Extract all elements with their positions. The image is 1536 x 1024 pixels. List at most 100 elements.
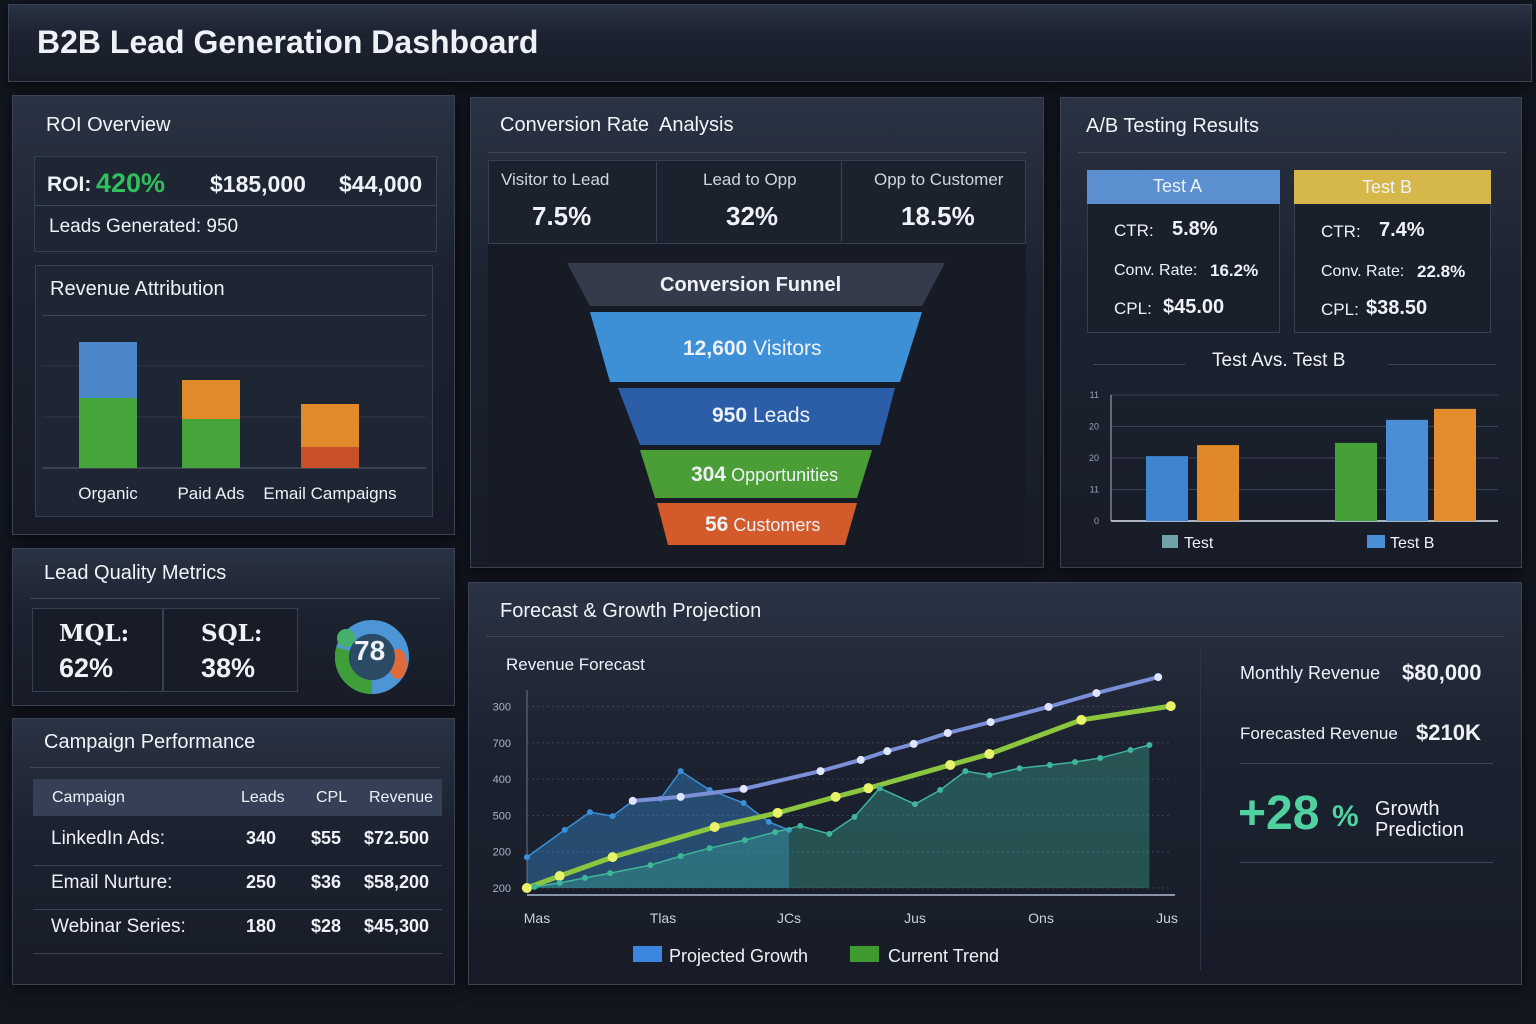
y-tick-label: 300: [493, 702, 511, 714]
funnel-stage-opportunities: [640, 450, 872, 498]
attribution-category-label: Organic: [78, 484, 138, 503]
data-point: [1154, 673, 1163, 682]
test-b-ctr-label: CTR:: [1321, 222, 1361, 241]
data-point: [561, 826, 568, 833]
data-point: [863, 783, 874, 794]
conversion-title: Conversion Rate Analysis: [500, 114, 734, 136]
forecast-panel: [468, 582, 1522, 985]
data-point: [586, 809, 593, 816]
roi-value: 420%: [96, 168, 166, 198]
area-fill: [534, 744, 1150, 888]
data-point: [856, 755, 865, 764]
legend-label: Current Trend: [888, 946, 999, 966]
data-point: [826, 830, 833, 837]
test-a-header: [1087, 170, 1280, 204]
forecasted-revenue-value: $210K: [1416, 720, 1481, 745]
data-point: [943, 728, 952, 737]
page-title: B2B Lead Generation Dashboard: [37, 24, 539, 60]
y-tick-label: 500: [493, 810, 511, 822]
data-point: [628, 796, 637, 805]
col-leads: Leads: [241, 789, 285, 806]
data-point: [676, 792, 685, 801]
stage-leads-text: 950 Leads: [712, 404, 811, 427]
funnel-stage-visitors: [590, 312, 922, 382]
data-point: [909, 739, 918, 748]
test-b-conv: 22.8%: [1417, 262, 1466, 281]
roi-label: ROI:: [47, 173, 92, 196]
test-b-ctr: 7.4%: [1379, 219, 1425, 241]
ab-bar: [1434, 408, 1476, 521]
cost-value: $44,000: [339, 171, 423, 197]
attribution-bar-segment: [79, 342, 137, 398]
metric-lead-opp-label: Lead to Opp: [703, 170, 797, 189]
data-point: [945, 759, 956, 770]
data-point: [709, 822, 720, 833]
data-point: [797, 822, 804, 829]
test-a-conv: 16.2%: [1210, 261, 1259, 280]
ab-title: A/B Testing Results: [1086, 115, 1260, 137]
campaign-leads: 180: [246, 916, 277, 936]
test-b-cpl-label: CPL:: [1321, 300, 1359, 319]
campaign-row: [33, 826, 442, 866]
monthly-revenue-label: Monthly Revenue: [1240, 663, 1381, 683]
campaign-revenue: $58,200: [364, 872, 430, 892]
funnel-title: Conversion Funnel: [660, 274, 842, 296]
data-point: [556, 879, 563, 886]
lead-score-value: 78: [354, 635, 386, 666]
attribution-bar-segment: [79, 398, 137, 468]
data-point: [531, 883, 538, 890]
campaign-cpl: $28: [311, 916, 342, 936]
col-campaign: Campaign: [52, 789, 125, 806]
forecast-chart-title: Revenue Forecast: [506, 655, 645, 674]
x-tick-label: Jus: [1156, 910, 1178, 926]
col-cpl: CPL: [316, 789, 348, 806]
legend-swatch: [1367, 535, 1385, 548]
forecasted-revenue-label: Forecasted Revenue: [1240, 724, 1398, 743]
data-point: [1127, 747, 1134, 754]
data-point: [765, 818, 772, 825]
growth-label-1: Growth: [1375, 798, 1440, 820]
data-point: [1072, 759, 1079, 766]
data-point: [772, 807, 783, 818]
sql-label: SQL:: [201, 620, 263, 647]
col-revenue: Revenue: [369, 789, 434, 806]
revenue-attribution-chart: Organic Paid Ads Email Campaigns: [42, 342, 426, 503]
data-point: [876, 785, 883, 792]
data-point: [581, 874, 588, 881]
test-a-ctr-label: CTR:: [1114, 221, 1154, 240]
data-point: [1097, 755, 1104, 762]
x-tick-label: Ons: [1028, 910, 1054, 926]
test-b-name: Test B: [1362, 177, 1413, 197]
data-point: [1046, 761, 1053, 768]
leads-generated: Leads Generated: 950: [49, 216, 239, 237]
legend-swatch: [633, 946, 662, 962]
data-point: [912, 801, 918, 808]
growth-unit: %: [1332, 800, 1359, 833]
forecast-title: Forecast & Growth Projection: [500, 600, 762, 622]
y-tick-label: 700: [493, 738, 511, 750]
campaign-name: LinkedIn Ads:: [51, 828, 166, 849]
campaign-revenue: $72.500: [364, 828, 430, 848]
attribution-bar-segment: [182, 419, 240, 468]
legend-label: Test B: [1390, 535, 1434, 552]
data-point: [883, 747, 892, 756]
campaign-cpl: $55: [311, 828, 342, 848]
y-tick-label: 20: [1089, 453, 1099, 463]
lead-quality-title: Lead Quality Metrics: [44, 562, 227, 584]
stage-opps-text: 304 Opportunities: [691, 463, 839, 486]
test-a-ctr: 5.8%: [1172, 218, 1218, 240]
mql-label: MQL:: [59, 620, 130, 647]
y-tick-label: 0: [1094, 516, 1099, 526]
y-tick-label: 400: [493, 774, 511, 786]
attribution-bar-segment: [301, 404, 359, 447]
test-b-conv-label: Conv. Rate:: [1321, 263, 1405, 280]
attribution-category-label: Paid Ads: [177, 484, 244, 503]
data-point: [739, 784, 748, 793]
area-fill: [526, 771, 789, 888]
data-point: [677, 853, 684, 860]
ab-bar: [1146, 456, 1188, 521]
funnel-stage-customers: [657, 503, 857, 545]
x-tick-label: Tlas: [650, 910, 676, 926]
sql-value: 38%: [201, 653, 256, 683]
